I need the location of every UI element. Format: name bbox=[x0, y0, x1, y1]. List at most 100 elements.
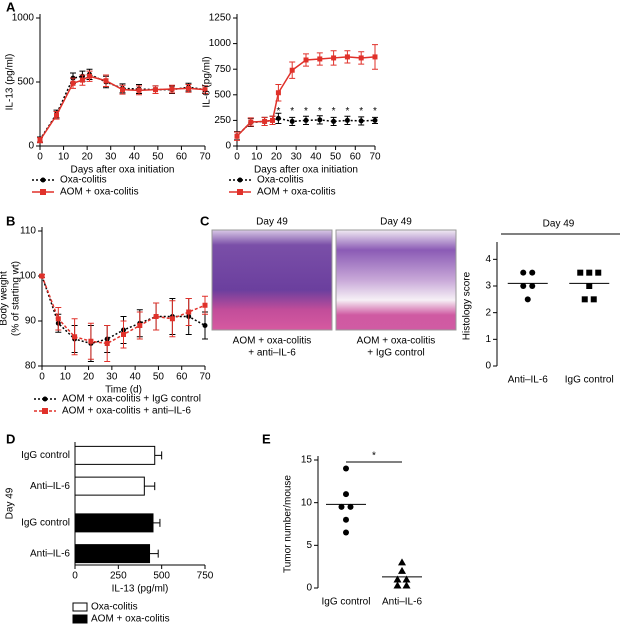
x-tick-label: Anti–IL-6 bbox=[508, 375, 548, 386]
annotation: * bbox=[332, 106, 336, 117]
x-tick-label: 250 bbox=[110, 571, 127, 582]
data-point bbox=[317, 117, 323, 123]
y-tick-label: 10 bbox=[301, 497, 313, 508]
y-tick-label: 1250 bbox=[209, 13, 232, 24]
y-tick-label: 3 bbox=[485, 281, 491, 292]
image-caption: AOM + oxa-colitis bbox=[233, 336, 312, 347]
x-tick-label: 750 bbox=[197, 571, 214, 582]
micrograph bbox=[211, 229, 333, 331]
x-tick-label: 70 bbox=[199, 152, 211, 163]
annotation: * bbox=[276, 106, 280, 117]
group-label: Day 49 bbox=[5, 487, 16, 519]
y-tick-label: 5 bbox=[306, 540, 312, 551]
x-tick-label: 50 bbox=[330, 152, 342, 163]
data-point bbox=[524, 296, 531, 303]
data-point bbox=[520, 283, 527, 289]
data-point bbox=[202, 302, 208, 308]
legend-label: AOM + oxa-colitis bbox=[91, 614, 170, 625]
data-point bbox=[331, 55, 337, 61]
data-point bbox=[87, 73, 92, 79]
data-point bbox=[136, 87, 142, 93]
y-axis-label: Body weight bbox=[0, 271, 10, 326]
x-tick-label: 40 bbox=[310, 152, 322, 163]
x-tick-label: 0 bbox=[72, 571, 78, 582]
data-point bbox=[186, 85, 191, 91]
data-point bbox=[581, 296, 588, 303]
y-tick-label: IgG control bbox=[21, 518, 70, 529]
data-point bbox=[104, 341, 110, 346]
y-tick-label: 0 bbox=[225, 141, 231, 152]
annotation: * bbox=[290, 106, 294, 117]
y-tick-label: 4 bbox=[485, 254, 491, 265]
panel-label: A bbox=[6, 0, 16, 14]
x-tick-label: 20 bbox=[83, 372, 95, 383]
x-tick-label: 0 bbox=[37, 152, 43, 163]
data-point bbox=[586, 283, 593, 289]
y-tick-label: 90 bbox=[25, 316, 37, 327]
annotation: * bbox=[304, 106, 308, 117]
x-axis-label: Time (d) bbox=[105, 385, 142, 396]
data-point bbox=[275, 90, 281, 96]
data-point bbox=[343, 491, 349, 498]
x-tick-label: 50 bbox=[152, 152, 164, 163]
data-point bbox=[103, 78, 109, 84]
data-point bbox=[577, 269, 584, 276]
bar bbox=[74, 513, 154, 533]
error-bar bbox=[153, 518, 161, 527]
data-point bbox=[262, 118, 268, 124]
data-point bbox=[202, 87, 208, 93]
y-axis-label: IL-6 (pg/ml) bbox=[202, 56, 213, 107]
annotation: * bbox=[318, 106, 322, 117]
bar bbox=[74, 476, 145, 496]
legend-label: Oxa-colitis bbox=[60, 175, 107, 186]
x-tick-label: IgG control bbox=[565, 375, 614, 386]
x-tick-label: 500 bbox=[153, 571, 170, 582]
legend-label: AOM + oxa-colitis bbox=[257, 187, 336, 198]
y-tick-label: 80 bbox=[25, 361, 37, 372]
data-point bbox=[269, 117, 275, 123]
legend-marker bbox=[40, 189, 46, 195]
x-tick-label: 60 bbox=[350, 152, 362, 163]
bar bbox=[74, 445, 156, 465]
data-point bbox=[520, 269, 527, 276]
data-point bbox=[343, 516, 349, 523]
data-point bbox=[186, 309, 192, 315]
x-tick-label: 20 bbox=[82, 152, 94, 163]
data-point bbox=[39, 273, 45, 279]
panel-label: D bbox=[6, 431, 15, 446]
legend-marker bbox=[237, 189, 243, 195]
x-axis-label: IL-13 (pg/ml) bbox=[112, 584, 169, 595]
x-tick-label: IgG control bbox=[322, 597, 371, 608]
data-point bbox=[303, 117, 309, 123]
data-point bbox=[169, 316, 175, 322]
data-point bbox=[338, 503, 345, 510]
data-point bbox=[289, 67, 295, 73]
y-axis-label: IL-13 (pg/ml) bbox=[5, 54, 16, 111]
data-point bbox=[402, 581, 411, 589]
data-point bbox=[70, 80, 76, 86]
data-point bbox=[248, 119, 254, 125]
x-tick-label: 20 bbox=[271, 152, 283, 163]
data-point bbox=[398, 566, 406, 574]
y-axis-label: (% of starting wt) bbox=[11, 261, 22, 336]
data-point bbox=[393, 581, 402, 589]
image-caption: + IgG control bbox=[367, 348, 425, 359]
y-axis-label: Tumor number/mouse bbox=[283, 475, 294, 573]
y-tick-label: 15 bbox=[301, 455, 313, 466]
data-point bbox=[331, 118, 337, 124]
y-tick-label: 110 bbox=[20, 226, 36, 237]
y-tick-label: IgG control bbox=[21, 450, 70, 461]
data-point bbox=[72, 334, 78, 340]
data-point bbox=[372, 54, 378, 60]
y-tick-label: 0 bbox=[28, 141, 34, 152]
panel-label: E bbox=[262, 431, 271, 446]
x-tick-label: 50 bbox=[153, 372, 165, 383]
legend-marker bbox=[42, 396, 48, 402]
error-bar bbox=[154, 451, 163, 460]
x-tick-label: 10 bbox=[60, 372, 72, 383]
data-point bbox=[169, 86, 175, 92]
y-tick-label: 1 bbox=[485, 334, 491, 345]
y-tick-label: 750 bbox=[214, 64, 231, 75]
panel-label: C bbox=[200, 213, 210, 228]
y-tick-label: Anti–IL-6 bbox=[30, 548, 70, 559]
